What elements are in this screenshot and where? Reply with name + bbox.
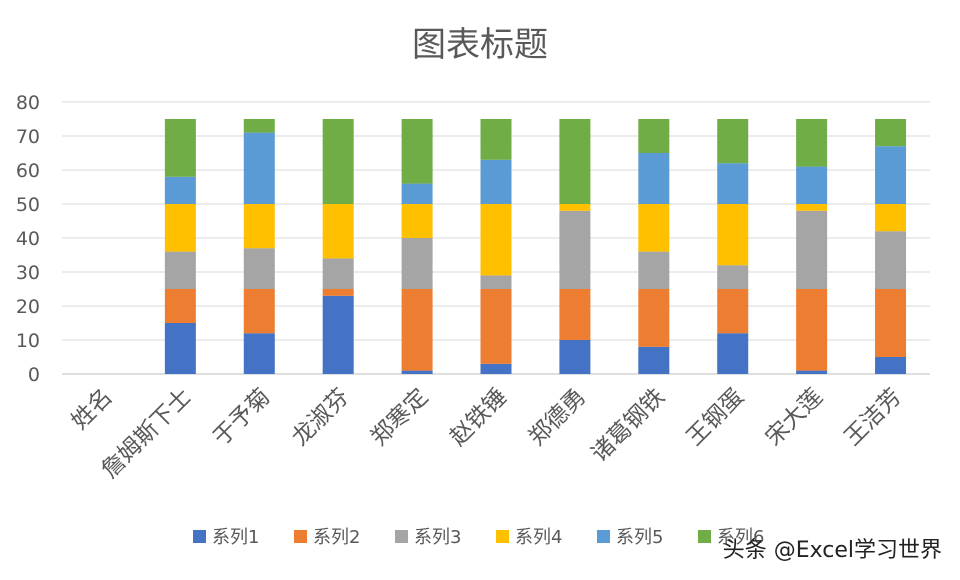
bar-segment — [164, 119, 196, 177]
bar-segment — [401, 289, 433, 371]
bar-segment — [322, 204, 354, 259]
bar-segment — [559, 119, 591, 204]
bar-segment — [480, 119, 512, 160]
legend: 系列1 系列2 系列3 系列4 系列5 系列6 — [193, 527, 764, 548]
bar-segment — [322, 119, 354, 204]
x-tick-label: 于予菊 — [208, 384, 275, 451]
y-tick-label: 20 — [16, 296, 40, 318]
legend-label: 系列2 — [313, 527, 360, 548]
x-tick-label: 王洁芳 — [840, 384, 907, 451]
x-tick-label: 姓名 — [67, 384, 118, 435]
bar-segment — [401, 238, 433, 289]
x-tick-label: 郑寒定 — [366, 384, 433, 451]
legend-swatch — [193, 530, 206, 543]
y-axis: 0 10 20 30 40 50 60 70 80 — [16, 92, 40, 386]
bar-segment — [796, 210, 828, 289]
bar-segment — [164, 176, 196, 204]
bar-segment — [243, 132, 275, 204]
x-tick-label: 王钢蛋 — [682, 384, 749, 451]
chart-title: 图表标题 — [412, 25, 548, 65]
bar-segment — [875, 357, 907, 374]
bar-segment — [638, 289, 670, 347]
bar-segment — [243, 248, 275, 289]
bar-segment — [401, 204, 433, 238]
y-tick-label: 70 — [16, 126, 40, 148]
bar-segment — [480, 363, 512, 374]
bar-segment — [638, 119, 670, 153]
y-tick-label: 30 — [16, 262, 40, 284]
legend-swatch — [496, 530, 509, 543]
bar-segment — [164, 251, 196, 289]
bar-segment — [559, 340, 591, 374]
bar-segment — [322, 295, 354, 374]
bar-segment — [164, 323, 196, 374]
bar-segment — [243, 204, 275, 249]
bar-segment — [638, 204, 670, 252]
x-tick-label: 郑德勇 — [524, 384, 591, 451]
bar-segment — [717, 163, 749, 204]
bar-segment — [796, 119, 828, 167]
bar-segment — [480, 275, 512, 289]
bar-segment — [322, 258, 354, 289]
bar-segment — [717, 265, 749, 289]
bar-segment — [480, 204, 512, 276]
bar-segment — [875, 204, 907, 232]
bar-segment — [480, 289, 512, 364]
x-tick-label: 龙淑芬 — [287, 384, 354, 451]
bar-segment — [401, 370, 433, 374]
bars — [164, 119, 907, 374]
bar-segment — [875, 146, 907, 204]
y-tick-label: 10 — [16, 330, 40, 352]
legend-label: 系列6 — [717, 527, 764, 548]
bar-segment — [875, 231, 907, 289]
watermark: 头条 @Excel学习世界 — [722, 538, 942, 563]
bar-segment — [401, 183, 433, 204]
legend-swatch — [597, 530, 610, 543]
x-tick-label: 诸葛钢铁 — [587, 384, 670, 467]
bar-segment — [717, 119, 749, 164]
legend-label: 系列1 — [212, 527, 259, 548]
y-tick-label: 40 — [16, 228, 40, 250]
bar-segment — [164, 289, 196, 323]
legend-swatch — [294, 530, 307, 543]
bar-segment — [717, 204, 749, 266]
bar-segment — [717, 289, 749, 334]
bar-segment — [559, 204, 591, 211]
bar-segment — [717, 333, 749, 374]
bar-segment — [796, 204, 828, 211]
bar-segment — [480, 159, 512, 204]
x-tick-label: 赵铁锤 — [445, 384, 512, 451]
bar-segment — [638, 153, 670, 204]
legend-label: 系列5 — [616, 527, 663, 548]
bar-segment — [796, 166, 828, 204]
legend-swatch — [698, 530, 711, 543]
bar-segment — [796, 370, 828, 374]
bar-segment — [243, 333, 275, 374]
bar-segment — [243, 289, 275, 334]
bar-segment — [243, 119, 275, 133]
bar-segment — [164, 204, 196, 252]
bar-segment — [796, 289, 828, 371]
bar-segment — [875, 119, 907, 147]
bar-segment — [322, 289, 354, 296]
x-tick-label: 宋大莲 — [761, 384, 828, 451]
bar-segment — [875, 289, 907, 357]
legend-swatch — [395, 530, 408, 543]
legend-label: 系列3 — [414, 527, 461, 548]
y-tick-label: 80 — [16, 92, 40, 114]
y-tick-label: 60 — [16, 160, 40, 182]
legend-label: 系列4 — [515, 527, 562, 548]
bar-segment — [401, 119, 433, 184]
bar-segment — [638, 346, 670, 374]
y-tick-label: 50 — [16, 194, 40, 216]
bar-segment — [559, 289, 591, 340]
y-tick-label: 0 — [28, 364, 40, 386]
bar-segment — [559, 210, 591, 289]
bar-segment — [638, 251, 670, 289]
